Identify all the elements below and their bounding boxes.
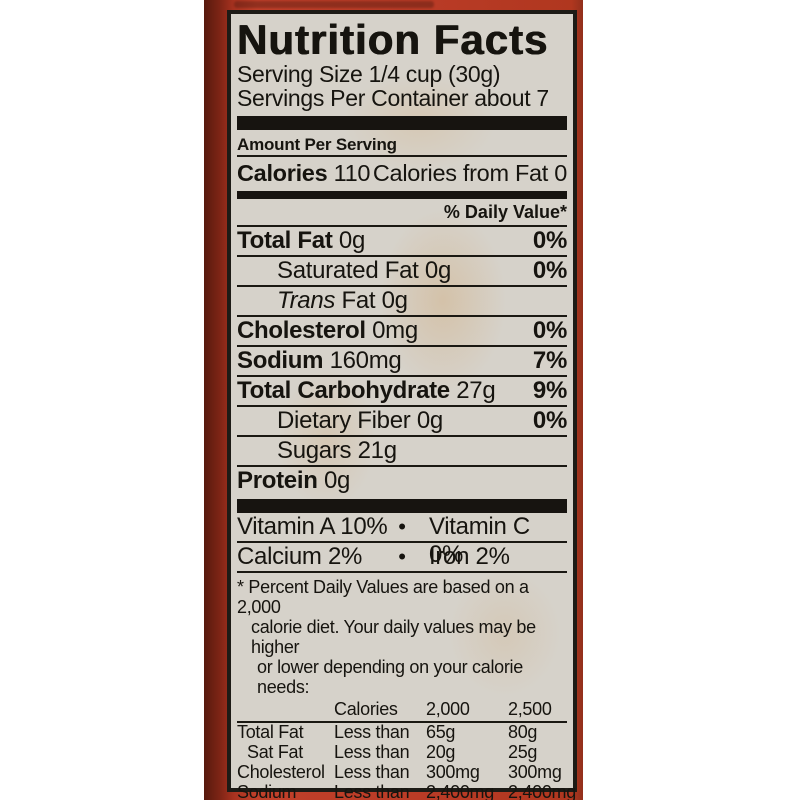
dv-table-row-total-fat: Total Fat Less than 65g 80g xyxy=(237,722,538,743)
calories-value: Calories 110 xyxy=(237,160,371,187)
calcium-value: Calcium 2% xyxy=(237,543,363,571)
dv-table-header-calories: Calories xyxy=(334,699,398,720)
separator-bar-mid xyxy=(237,191,567,200)
dv-table-header: Calories 2,000 2,500 xyxy=(237,699,567,724)
footnote-line: * Percent Daily Values are based on a 2,… xyxy=(237,577,529,618)
bullet-icon: • xyxy=(398,544,406,570)
vitamin-row-a-c: Vitamin A 10% • Vitamin C 0% xyxy=(237,513,567,568)
nutrient-row-sodium: Sodium 160mg 7% xyxy=(237,347,567,378)
vitamin-c-value: Vitamin C 0% xyxy=(429,513,530,569)
separator-bar-thick-bottom xyxy=(237,499,567,514)
nutrition-facts-label: Nutrition Facts Serving Size 1/4 cup (30… xyxy=(227,10,577,800)
dv-table-header-2000: 2,000 xyxy=(426,699,470,720)
nutrient-row-cholesterol: Cholesterol 0mg 0% xyxy=(237,317,567,348)
package-top-print-smudge xyxy=(234,1,434,8)
dv-table-row-cholesterol: Cholesterol Less than 300mg 300mg xyxy=(237,762,562,783)
servings-per-container: Servings Per Container about 7 xyxy=(237,85,549,112)
nutrient-row-total-carbohydrate: Total Carbohydrate 27g 9% xyxy=(237,377,567,408)
separator-bar-thick-top xyxy=(237,116,567,131)
vitamin-row-calcium-iron: Calcium 2% • Iron 2% xyxy=(237,543,567,574)
calories-row: Calories 110 Calories from Fat 0 xyxy=(237,157,567,189)
nutrient-row-dietary-fiber: Dietary Fiber 0g 0% xyxy=(237,407,567,438)
dv-table-row-sodium: Sodium Less than 2,400mg 2,400mg xyxy=(237,782,576,800)
nutrient-row-trans-fat: Trans Fat 0g xyxy=(237,287,567,318)
red-package-panel: Nutrition Facts Serving Size 1/4 cup (30… xyxy=(204,0,583,800)
dv-table-row-sat-fat: Sat Fat Less than 20g 25g xyxy=(247,742,538,763)
daily-value-header: % Daily Value* xyxy=(237,201,567,228)
calories-from-fat: Calories from Fat 0 xyxy=(372,160,567,187)
iron-value: Iron 2% xyxy=(429,543,510,571)
nutrient-row-protein: Protein 0g xyxy=(237,467,351,495)
nutrient-row-saturated-fat: Saturated Fat 0g 0% xyxy=(237,257,567,288)
serving-size: Serving Size 1/4 cup (30g) xyxy=(237,61,501,88)
vitamin-a-value: Vitamin A 10% xyxy=(237,513,388,541)
nutrient-row-sugars: Sugars 21g xyxy=(237,437,567,468)
nutrient-row-total-fat: Total Fat 0g 0% xyxy=(237,227,567,258)
footnote-line: calorie diet. Your daily values may be h… xyxy=(251,617,536,658)
label-title: Nutrition Facts xyxy=(237,16,549,63)
bullet-icon: • xyxy=(398,514,406,540)
amount-per-serving-heading: Amount Per Serving xyxy=(237,135,567,158)
footnote-line: or lower depending on your calorie needs… xyxy=(257,657,523,698)
daily-values-reference-table: Calories 2,000 2,500 Total Fat Less than… xyxy=(237,699,576,800)
daily-value-footnote: * Percent Daily Values are based on a 2,… xyxy=(237,577,567,697)
dv-table-header-2500: 2,500 xyxy=(508,699,552,720)
